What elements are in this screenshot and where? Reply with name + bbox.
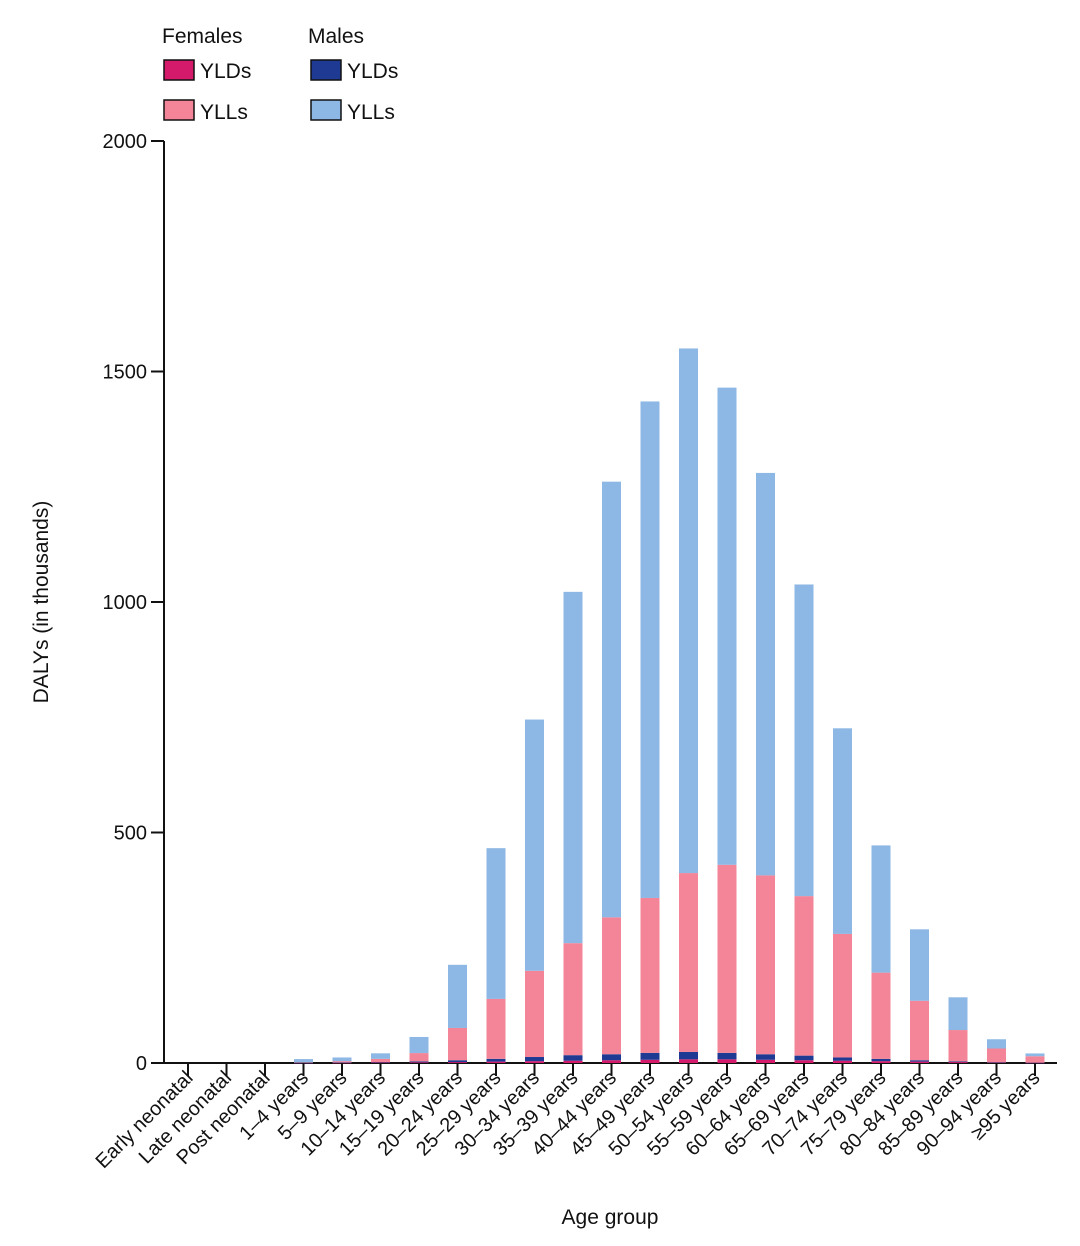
bar-segment-females-ylds [679,1059,698,1063]
bar-segment-females-ylds [717,1059,737,1063]
bar-segment-males-ylls [833,728,852,934]
bar-segment-females-ylls [987,1048,1006,1063]
bar-segment-males-ylds [448,1060,467,1063]
bar-segment-males-ylds [332,1062,352,1064]
bar-segment-females-ylls [833,933,852,1058]
legend-swatch-females-ylls [163,99,195,121]
legend-label-males-ylls: YLLs [347,101,395,124]
bar-segment-males-ylds [602,1054,621,1061]
bar-segment-females-ylls [756,875,775,1055]
legend-label-females-ylls: YLLs [200,101,248,124]
bar-segment-males-ylds [1025,1062,1045,1064]
bar-segment-males-ylds [948,1061,968,1063]
bar-segment-females-ylls [910,1000,929,1061]
bar-segment-females-ylds [756,1059,775,1063]
bar-segment-males-ylls [602,481,621,918]
y-tick-label: 1500 [103,362,148,384]
bars [294,348,1045,1064]
bar-segment-males-ylls [794,584,814,897]
bar-segment-females-ylls [294,1062,313,1063]
bar-segment-females-ylls [948,1030,968,1062]
y-tick-label: 1000 [103,592,148,614]
legend-swatch-males-ylds [310,59,342,81]
bar-segment-females-ylls [563,943,583,1056]
bar-segment-males-ylds [563,1055,583,1061]
bar-segment-males-ylls [486,848,506,999]
legend-label-females-ylds: YLDs [200,60,251,83]
bar-segment-females-ylds [794,1060,814,1063]
bar-segment-males-ylls [948,997,968,1031]
bar-segment-males-ylls [910,929,929,1001]
bar-segment-females-ylds [486,1061,506,1063]
bar-segment-females-ylds [448,1062,467,1063]
bar-segment-females-ylds [948,1062,968,1063]
bar-segment-males-ylls [294,1059,313,1063]
bar-segment-females-ylds [525,1061,544,1063]
bar-segment-females-ylds [563,1060,583,1063]
bar-segment-females-ylls [409,1053,429,1062]
bar-segment-females-ylds [371,1062,390,1064]
bar-segment-females-ylds [640,1059,660,1063]
bar-segment-males-ylds [833,1057,852,1061]
bar-segment-females-ylls [871,972,891,1059]
legend-swatch-females-ylds [163,59,195,81]
bar-segment-males-ylls [640,401,660,898]
bar-segment-males-ylds [525,1057,544,1062]
bar-segment-females-ylls [717,864,737,1053]
y-axis-title: DALYs (in thousands) [30,501,53,704]
bar-segment-males-ylls [987,1039,1006,1049]
bar-segment-females-ylls [525,970,544,1058]
bar-segment-females-ylds [409,1062,429,1063]
bar-segment-males-ylds [871,1058,891,1062]
bar-segment-males-ylls [409,1036,429,1054]
bar-segment-males-ylls [756,472,775,876]
bar-segment-males-ylds [910,1060,929,1062]
x-axis-title: Age group [562,1206,659,1229]
bar-segment-females-ylls [448,1027,467,1061]
bar-segment-males-ylls [1025,1053,1045,1057]
y-tick-label: 500 [114,823,147,845]
bar-segment-males-ylds [987,1062,1006,1063]
bar-segment-females-ylls [794,896,814,1056]
bar-segment-males-ylds [756,1054,775,1060]
legend: Females Males YLDs YLDs YLLs YLLs [162,25,398,124]
legend-group-males: Males [308,25,364,48]
bar-segment-males-ylls [448,964,467,1028]
bar-segment-females-ylls [486,998,506,1059]
legend-label-males-ylds: YLDs [347,60,398,83]
bar-segment-males-ylls [332,1057,352,1062]
bar-segment-males-ylds [717,1052,737,1060]
bar-segment-males-ylls [371,1053,390,1059]
bar-segment-females-ylls [332,1061,352,1063]
bar-segment-females-ylds [602,1060,621,1063]
y-tick-label: 2000 [103,131,148,153]
bar-segment-males-ylls [525,719,544,971]
bar-segment-males-ylds [371,1062,390,1063]
legend-group-females: Females [162,25,243,48]
bar-segment-males-ylds [679,1051,698,1060]
bar-segment-females-ylls [1025,1056,1045,1063]
bar-segment-females-ylds [910,1061,929,1063]
bar-segment-males-ylds [794,1055,814,1061]
bar-segment-females-ylds [833,1060,852,1063]
bar-segment-males-ylds [640,1052,660,1060]
bar-segment-males-ylls [717,387,737,865]
bar-segment-males-ylds [409,1061,429,1063]
y-tick-label: 0 [136,1053,147,1075]
bar-segment-females-ylls [640,897,660,1053]
legend-swatch-males-ylls [310,99,342,121]
bar-segment-males-ylls [679,348,698,874]
bar-segment-females-ylls [371,1058,390,1063]
bar-segment-males-ylls [871,845,891,973]
bar-segment-females-ylls [602,917,621,1055]
bar-segment-males-ylds [486,1058,506,1062]
bar-segment-females-ylls [679,873,698,1052]
y-ticks: 0 500 1000 1500 2000 [103,131,164,1075]
bar-segment-males-ylls [563,591,583,944]
bar-segment-females-ylds [871,1061,891,1063]
